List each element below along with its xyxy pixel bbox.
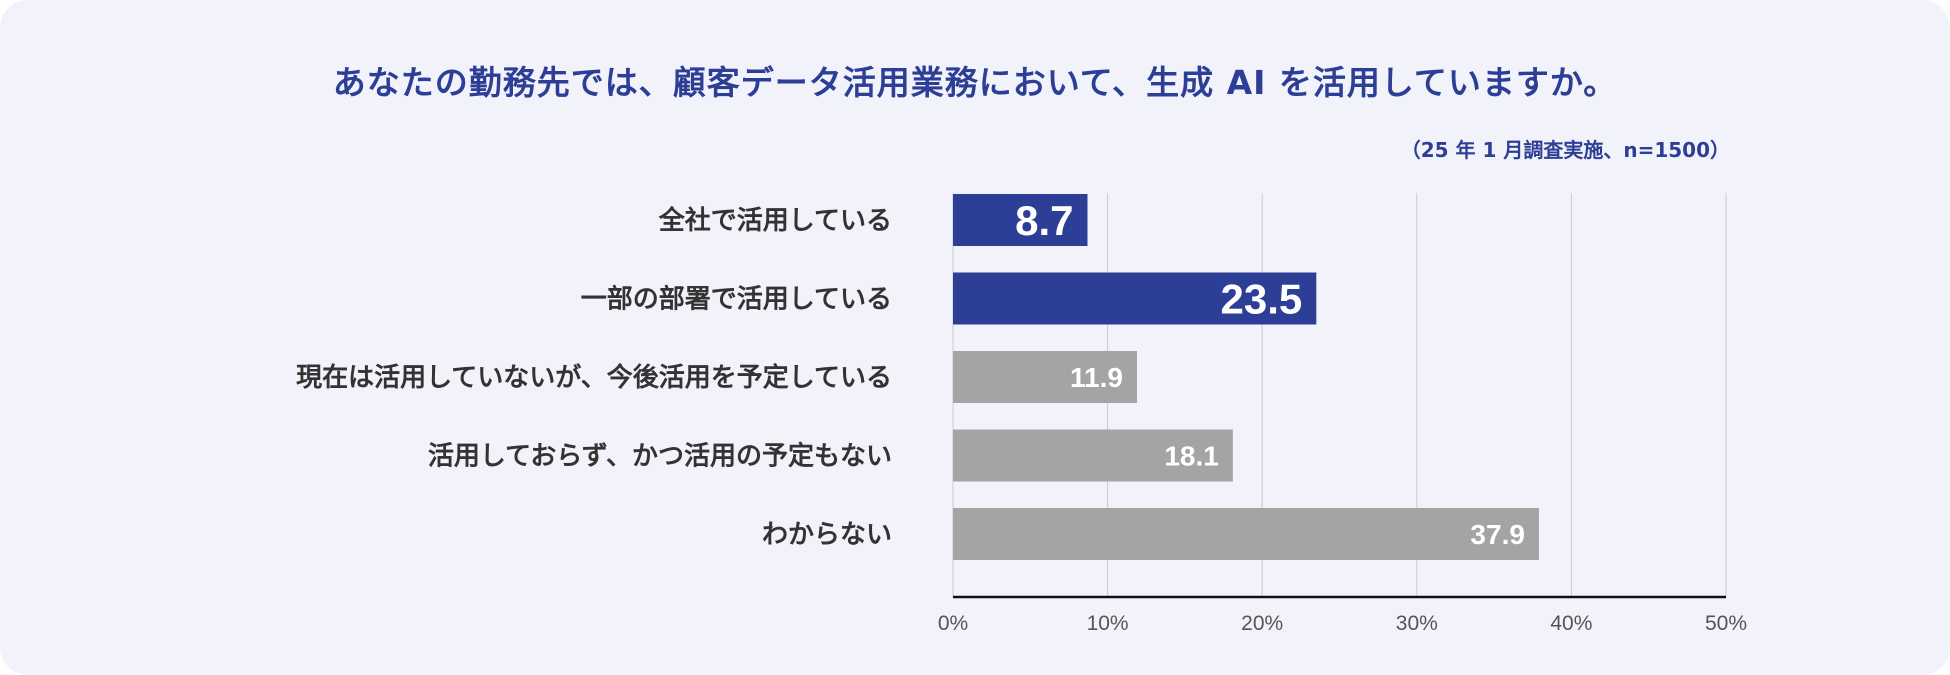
x-tick-label: 40% bbox=[1550, 612, 1592, 635]
x-tick-label: 0% bbox=[938, 612, 968, 635]
category-label: 現在は活用していないが、今後活用を予定している bbox=[296, 362, 892, 393]
category-label: 全社で活用している bbox=[658, 205, 892, 236]
x-tick-label: 50% bbox=[1705, 612, 1747, 635]
value-label: 18.1 bbox=[1164, 441, 1219, 472]
bar bbox=[953, 272, 1317, 325]
value-label: 37.9 bbox=[1470, 519, 1525, 550]
survey-note: （25 年 1 月調査実施、n=1500） bbox=[1400, 138, 1730, 162]
chart-title: あなたの勤務先では、顧客データ活用業務において、生成 AI を活用していますか。 bbox=[332, 63, 1618, 102]
bar bbox=[953, 351, 1137, 403]
bar bbox=[953, 194, 1088, 246]
bar bbox=[953, 429, 1233, 482]
category-label: 一部の部署で活用している bbox=[581, 285, 892, 315]
x-tick-label: 30% bbox=[1396, 612, 1438, 635]
bar bbox=[953, 508, 1539, 560]
category-label: 活用しておらず、かつ活用の予定もない bbox=[428, 441, 892, 472]
value-label: 23.5 bbox=[1221, 276, 1303, 323]
category-label: わからない bbox=[762, 520, 892, 550]
x-tick-label: 20% bbox=[1241, 612, 1283, 635]
value-label: 8.7 bbox=[1015, 197, 1073, 244]
value-label: 11.9 bbox=[1070, 362, 1123, 393]
x-tick-label: 10% bbox=[1087, 612, 1129, 635]
